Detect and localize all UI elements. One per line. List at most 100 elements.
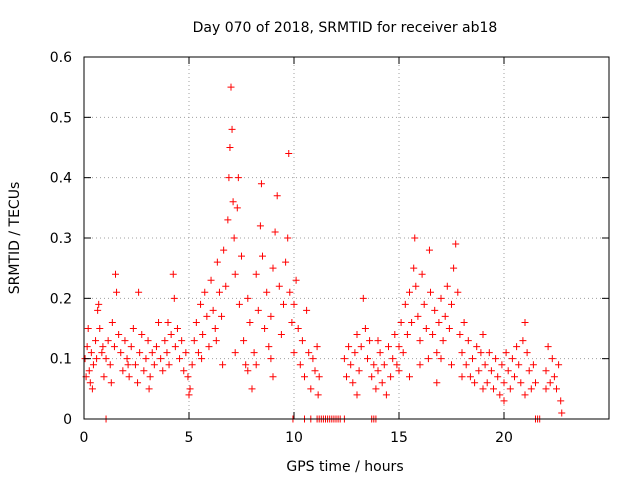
data-point [439, 337, 447, 345]
data-point [517, 379, 525, 387]
data-point [170, 294, 178, 302]
data-point [252, 270, 260, 278]
axis-ticks: 0 0.1 0.2 0.3 0.4 0.5 0.6 0 5 10 15 20 [50, 50, 609, 446]
data-point [86, 379, 94, 387]
data-point [226, 144, 234, 151]
data-point [215, 288, 223, 296]
data-point [307, 385, 315, 393]
data-point [454, 288, 462, 296]
data-point [557, 397, 565, 405]
data-point [95, 300, 103, 308]
data-point [305, 349, 313, 357]
data-point [145, 385, 153, 393]
data-point [473, 343, 481, 351]
data-point [84, 325, 92, 332]
data-point [96, 325, 104, 332]
data-point [448, 300, 455, 308]
data-point [231, 270, 239, 278]
data-point [89, 361, 97, 369]
data-point [420, 300, 428, 308]
data-point [211, 325, 219, 332]
data-point [99, 343, 107, 351]
data-point [393, 361, 401, 369]
data-point [142, 355, 150, 363]
data-point [220, 246, 228, 254]
data-point [229, 198, 237, 206]
data-point [527, 385, 535, 393]
grid-lines [84, 57, 609, 419]
data-point [254, 306, 262, 314]
data-point [466, 373, 474, 381]
data-point [433, 379, 441, 387]
data-point [250, 349, 258, 357]
data-point [422, 325, 430, 332]
data-point [433, 349, 441, 357]
data-point [169, 270, 177, 278]
data-point [523, 349, 531, 357]
data-point [190, 337, 198, 345]
data-point [368, 373, 376, 381]
data-point [464, 337, 472, 345]
data-point [112, 270, 119, 278]
data-point [201, 288, 209, 296]
data-point [94, 306, 102, 314]
data-point [257, 180, 265, 188]
data-point [125, 373, 133, 381]
data-point [416, 361, 424, 369]
data-point [347, 361, 355, 369]
data-point [150, 361, 158, 369]
data-points [81, 83, 566, 423]
data-point [542, 367, 550, 375]
chart-title: Day 070 of 2018, SRMTID for receiver ab1… [193, 20, 498, 36]
data-point [121, 337, 129, 345]
data-point [460, 318, 468, 326]
data-point [427, 288, 434, 296]
data-point [389, 355, 397, 363]
data-point [309, 355, 317, 363]
data-point [553, 385, 560, 393]
data-point [418, 270, 426, 278]
data-point [558, 409, 566, 417]
data-point [353, 331, 361, 339]
data-point [235, 300, 243, 308]
data-point [399, 349, 407, 357]
data-point [83, 343, 91, 351]
data-point [452, 240, 460, 248]
data-point [192, 318, 200, 326]
data-point [205, 343, 213, 351]
data-point [159, 367, 167, 375]
data-point [353, 391, 361, 399]
data-point [259, 252, 266, 260]
data-point [194, 349, 202, 357]
y-tick-label: 0.6 [50, 50, 72, 66]
data-point [231, 349, 239, 357]
data-point [448, 361, 455, 369]
data-point [395, 343, 403, 351]
data-point [490, 385, 497, 393]
data-point [144, 337, 152, 345]
data-point [378, 379, 386, 387]
data-point [100, 373, 108, 381]
data-point [106, 361, 114, 369]
data-point [443, 282, 451, 290]
data-point [385, 343, 392, 351]
data-point [374, 337, 382, 345]
data-point [290, 300, 298, 308]
data-point [462, 361, 470, 369]
data-point [395, 367, 403, 375]
data-point [197, 300, 205, 308]
data-point [441, 312, 449, 320]
data-point [271, 228, 279, 236]
data-point [152, 343, 160, 351]
x-tick-label: 15 [390, 430, 408, 446]
data-point [269, 373, 277, 381]
data-point [228, 125, 236, 133]
data-point [435, 318, 443, 326]
data-point [366, 337, 374, 345]
data-point [502, 349, 510, 357]
data-point [290, 349, 298, 357]
data-point [555, 361, 563, 369]
data-point [431, 306, 439, 314]
